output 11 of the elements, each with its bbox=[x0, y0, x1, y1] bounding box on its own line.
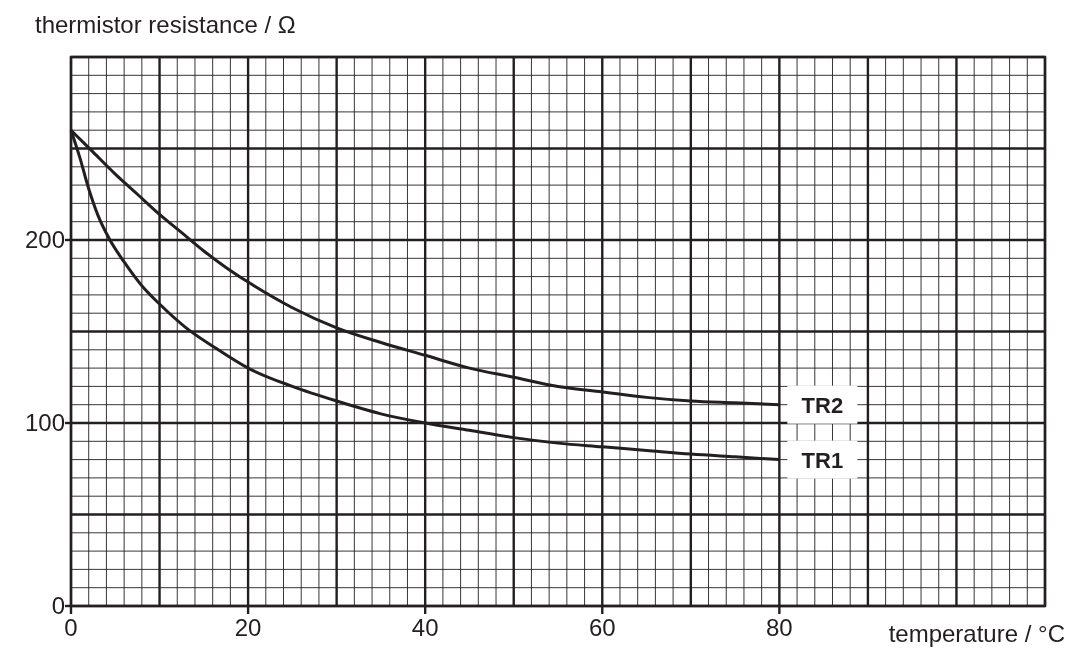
x-axis-title: temperature / °C bbox=[888, 620, 1065, 647]
x-tick-label: 60 bbox=[588, 614, 616, 641]
y-axis-title: thermistor resistance / Ω bbox=[35, 11, 296, 38]
series-label: TR1 bbox=[801, 447, 844, 473]
series-label: TR2 bbox=[801, 392, 844, 418]
y-tick-label: 0 bbox=[51, 592, 65, 619]
x-tick-label: 40 bbox=[411, 614, 439, 641]
y-tick-label: 200 bbox=[24, 226, 65, 253]
x-tick-label: 80 bbox=[766, 614, 793, 641]
y-tick-label: 100 bbox=[24, 409, 65, 436]
x-tick-label: 20 bbox=[234, 614, 262, 641]
